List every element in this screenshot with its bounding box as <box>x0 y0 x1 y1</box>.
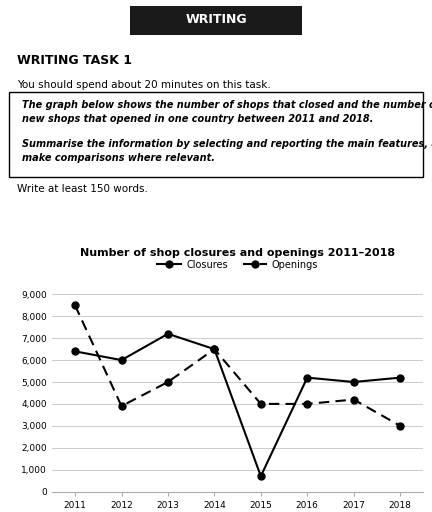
Text: Write at least 150 words.: Write at least 150 words. <box>17 183 148 194</box>
Legend: Closures, Openings: Closures, Openings <box>153 256 322 274</box>
Text: WRITING: WRITING <box>185 13 247 26</box>
Title: Number of shop closures and openings 2011–2018: Number of shop closures and openings 201… <box>80 247 395 258</box>
FancyBboxPatch shape <box>9 92 423 177</box>
Text: You should spend about 20 minutes on this task.: You should spend about 20 minutes on thi… <box>17 80 271 90</box>
Text: The graph below shows the number of shops that closed and the number of
new shop: The graph below shows the number of shop… <box>22 100 432 124</box>
Text: Summarise the information by selecting and reporting the main features, and
make: Summarise the information by selecting a… <box>22 139 432 163</box>
Text: WRITING TASK 1: WRITING TASK 1 <box>17 54 132 67</box>
FancyBboxPatch shape <box>130 6 302 35</box>
